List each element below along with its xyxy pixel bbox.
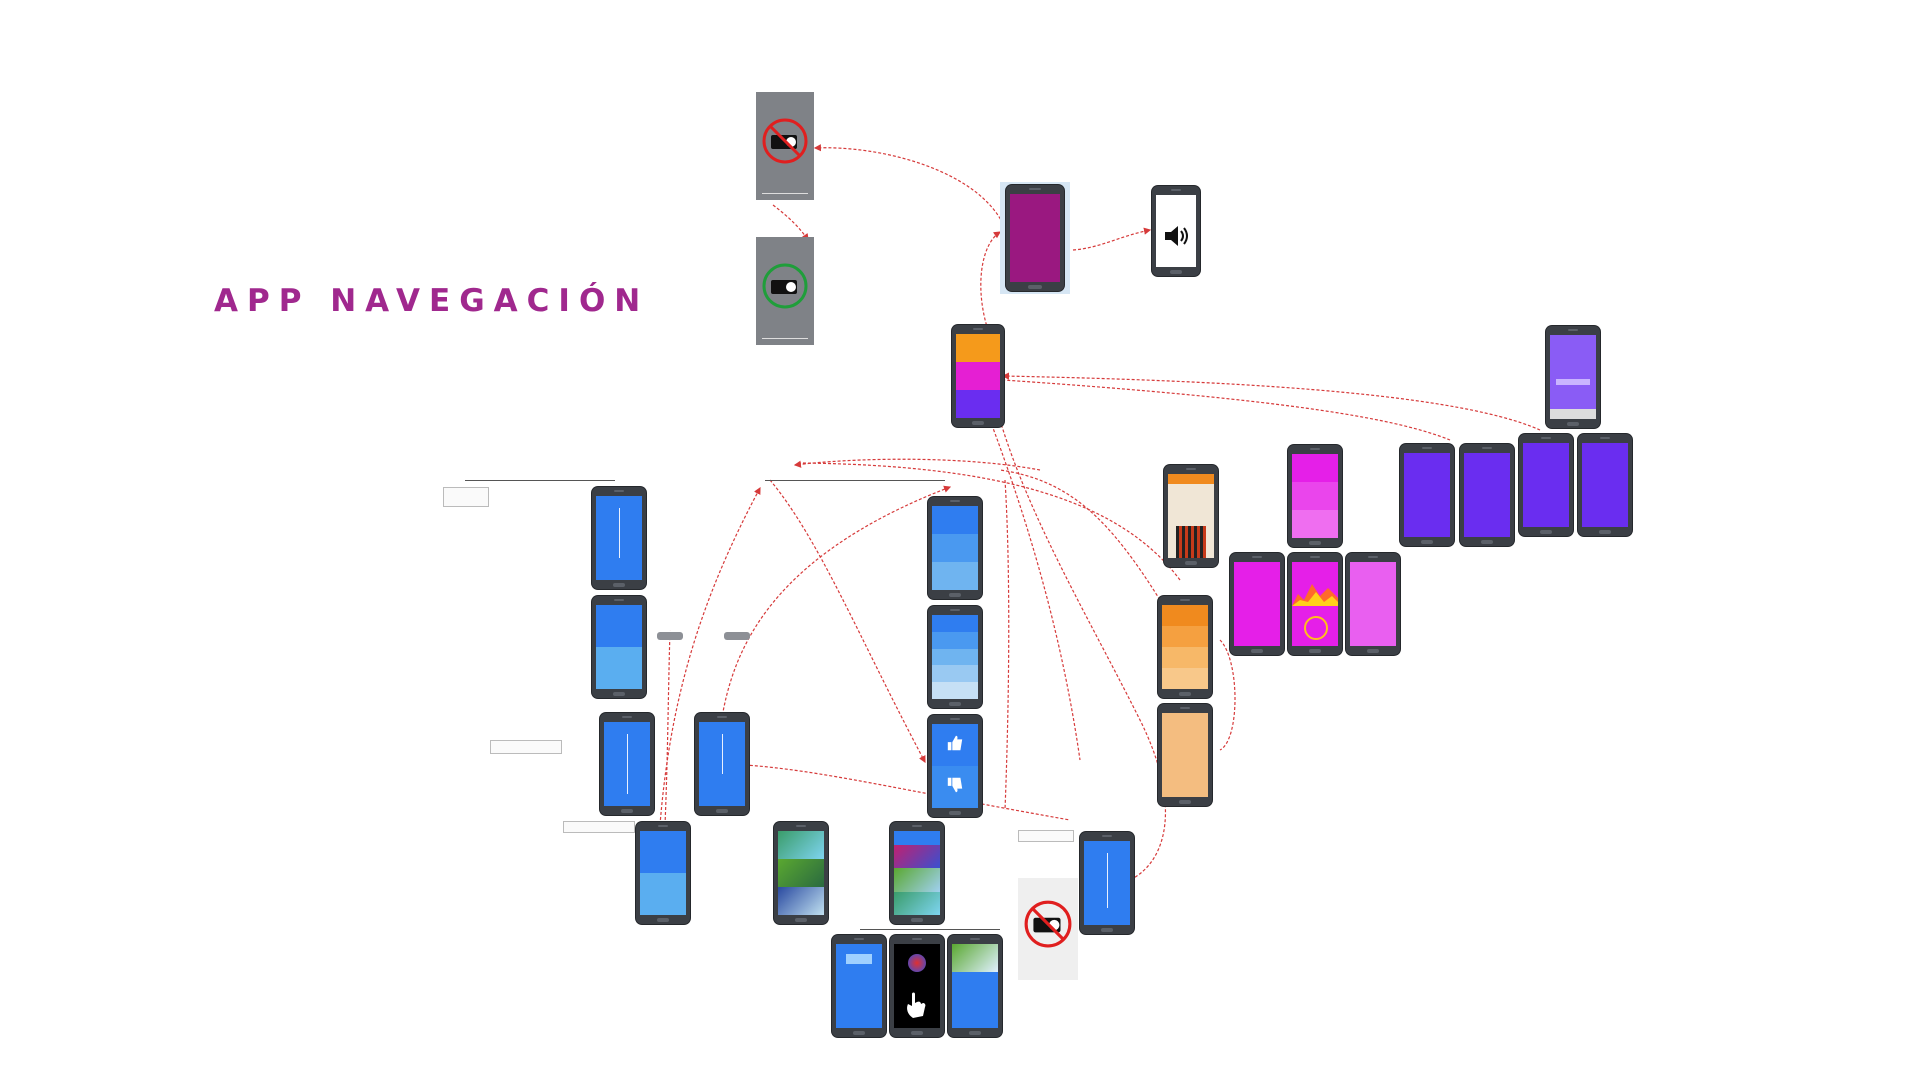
gallery-branch-line — [860, 929, 1000, 930]
phone-swipe-up-3[interactable] — [695, 713, 749, 815]
no-projector-card-bottom — [1018, 878, 1078, 980]
phone-swipe-up-4[interactable] — [1080, 832, 1134, 934]
phone-list-blue-1[interactable] — [928, 497, 982, 599]
page-title: APP NAVEGACIÓN — [214, 283, 650, 319]
phone-magenta-menu[interactable] — [1288, 445, 1342, 547]
phone-split-blue-2[interactable] — [636, 822, 690, 924]
phone-orange-detail[interactable] — [1158, 704, 1212, 806]
no-projector-card — [756, 92, 814, 200]
projector-icon — [762, 263, 808, 309]
link-blue-swipe-down — [664, 629, 671, 826]
link-swipe-to-like — [744, 764, 1071, 821]
phone-like-dislike[interactable] — [928, 715, 982, 817]
phone-qr-scan[interactable] — [1164, 465, 1218, 567]
phone-purple-3[interactable] — [1519, 434, 1573, 536]
link-menu-down-1 — [999, 419, 1167, 881]
annotation-note-1 — [443, 487, 489, 507]
link-login-to-menu — [1001, 372, 1541, 431]
thumbs-down-icon — [947, 777, 963, 793]
connector-label-2 — [724, 632, 750, 640]
link-hub-to-like — [769, 479, 926, 764]
phone-swipe-up-1[interactable] — [592, 487, 646, 589]
phone-sound-screen[interactable] — [1152, 186, 1200, 276]
annotation-note-2 — [490, 740, 562, 754]
phone-magenta-form[interactable] — [1230, 553, 1284, 655]
phone-gallery-3[interactable] — [948, 935, 1002, 1037]
annotation-note-3 — [563, 821, 635, 833]
phone-purple-1[interactable] — [1400, 444, 1454, 546]
thumbs-up-icon — [947, 735, 963, 751]
no-projector-icon — [1024, 900, 1072, 948]
speaker-icon — [1165, 226, 1188, 246]
phone-login[interactable] — [1546, 326, 1600, 428]
divider-left — [465, 480, 615, 481]
divider-center — [765, 480, 945, 481]
link-main-to-no-projector — [813, 144, 1006, 229]
hand-gesture-icon — [907, 992, 926, 1018]
link-menu-to-main — [980, 231, 1002, 331]
phone-list-blue-2[interactable] — [928, 606, 982, 708]
link-swipe2-to-blue — [719, 485, 952, 731]
link-hub-left — [793, 458, 1041, 471]
phone-gallery-2[interactable] — [890, 822, 944, 924]
phone-split-blue[interactable] — [592, 596, 646, 698]
phone-purple-2[interactable] — [1460, 444, 1514, 546]
phone-orange-actions[interactable] — [1158, 596, 1212, 698]
phone-purple-4[interactable] — [1578, 434, 1632, 536]
phone-detail-blue[interactable] — [832, 935, 886, 1037]
link-menu-down-2 — [989, 419, 1081, 761]
link-orange-loop — [1219, 639, 1236, 751]
projector-card — [756, 237, 814, 345]
link-profile-to-menu — [1002, 379, 1451, 441]
link-orange-to-hub — [999, 469, 1161, 601]
phone-magenta-chart[interactable] — [1288, 553, 1342, 655]
phone-swipe-up-2[interactable] — [600, 713, 654, 815]
phone-menu-screen[interactable] — [952, 325, 1004, 427]
phone-magenta-text[interactable] — [1346, 553, 1400, 655]
phone-gesture[interactable] — [890, 935, 944, 1037]
phone-gallery-1[interactable] — [774, 822, 828, 924]
phone-main-screen[interactable] — [1006, 185, 1064, 291]
connector-label-1 — [657, 632, 683, 640]
annotation-note-4 — [1018, 830, 1074, 842]
link-main-to-speaker — [1072, 227, 1152, 251]
no-projector-icon — [762, 118, 808, 164]
link-like-down — [1004, 479, 1010, 811]
area-chart-graphic — [1292, 584, 1338, 606]
link-no-projector-to-projector — [772, 204, 809, 241]
